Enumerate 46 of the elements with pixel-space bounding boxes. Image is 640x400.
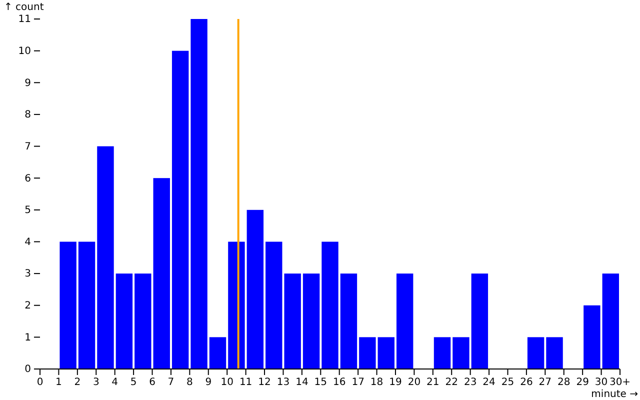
x-tick-label: 24 [482,377,496,388]
x-tick-label: 17 [352,377,364,388]
x-tick-label: 28 [558,377,570,388]
x-tick-label: 19 [389,377,402,388]
x-tick-label: 20 [408,377,421,388]
y-tick-label: 10 [18,46,31,58]
x-axis-title: minute → [591,389,638,400]
x-tick-label: 30+ [609,377,631,388]
y-tick-label: 8 [24,110,31,121]
y-axis-title: ↑ count [4,2,44,13]
y-tick-label: 5 [24,205,31,216]
y-tick-label: 6 [24,173,31,184]
x-tick-label: 5 [130,377,137,388]
x-tick-label: 4 [112,377,118,388]
x-tick-label: 13 [276,377,290,388]
y-tick-label: 1 [24,332,31,344]
x-tick-label: 16 [332,377,346,388]
x-tick-label: 9 [205,377,212,388]
x-tick-label: 25 [501,377,514,388]
x-tick-label: 18 [370,377,384,388]
x-tick-label: 22 [445,377,458,388]
x-tick-label: 7 [168,377,174,388]
x-tick-label: 21 [426,377,440,388]
x-tick-label: 10 [220,377,234,388]
y-tick-label: 11 [18,14,31,26]
x-tick-label: 23 [464,377,477,388]
x-tick-label: 11 [239,377,252,388]
y-tick-label: 2 [24,300,31,312]
x-tick-label: 1 [56,377,62,388]
x-tick-label: 2 [74,377,81,388]
x-tick-label: 15 [314,377,328,388]
y-tick-label: 3 [24,268,31,280]
x-tick-label: 27 [538,377,552,388]
x-tick-label: 29 [576,377,589,388]
x-tick-label: 3 [92,377,100,388]
x-tick-label: 14 [296,377,308,388]
x-tick-label: 26 [520,377,533,388]
x-tick-label: 0 [36,377,44,388]
y-tick-label: 4 [24,236,31,248]
x-tick-label: 30 [594,377,608,388]
y-tick-label: 7 [24,141,31,152]
y-tick-label: 0 [24,364,31,376]
x-tick-label: 6 [149,377,156,388]
y-tick-label: 9 [24,78,31,89]
x-tick-label: 12 [258,377,271,388]
x-tick-label: 8 [186,377,193,388]
